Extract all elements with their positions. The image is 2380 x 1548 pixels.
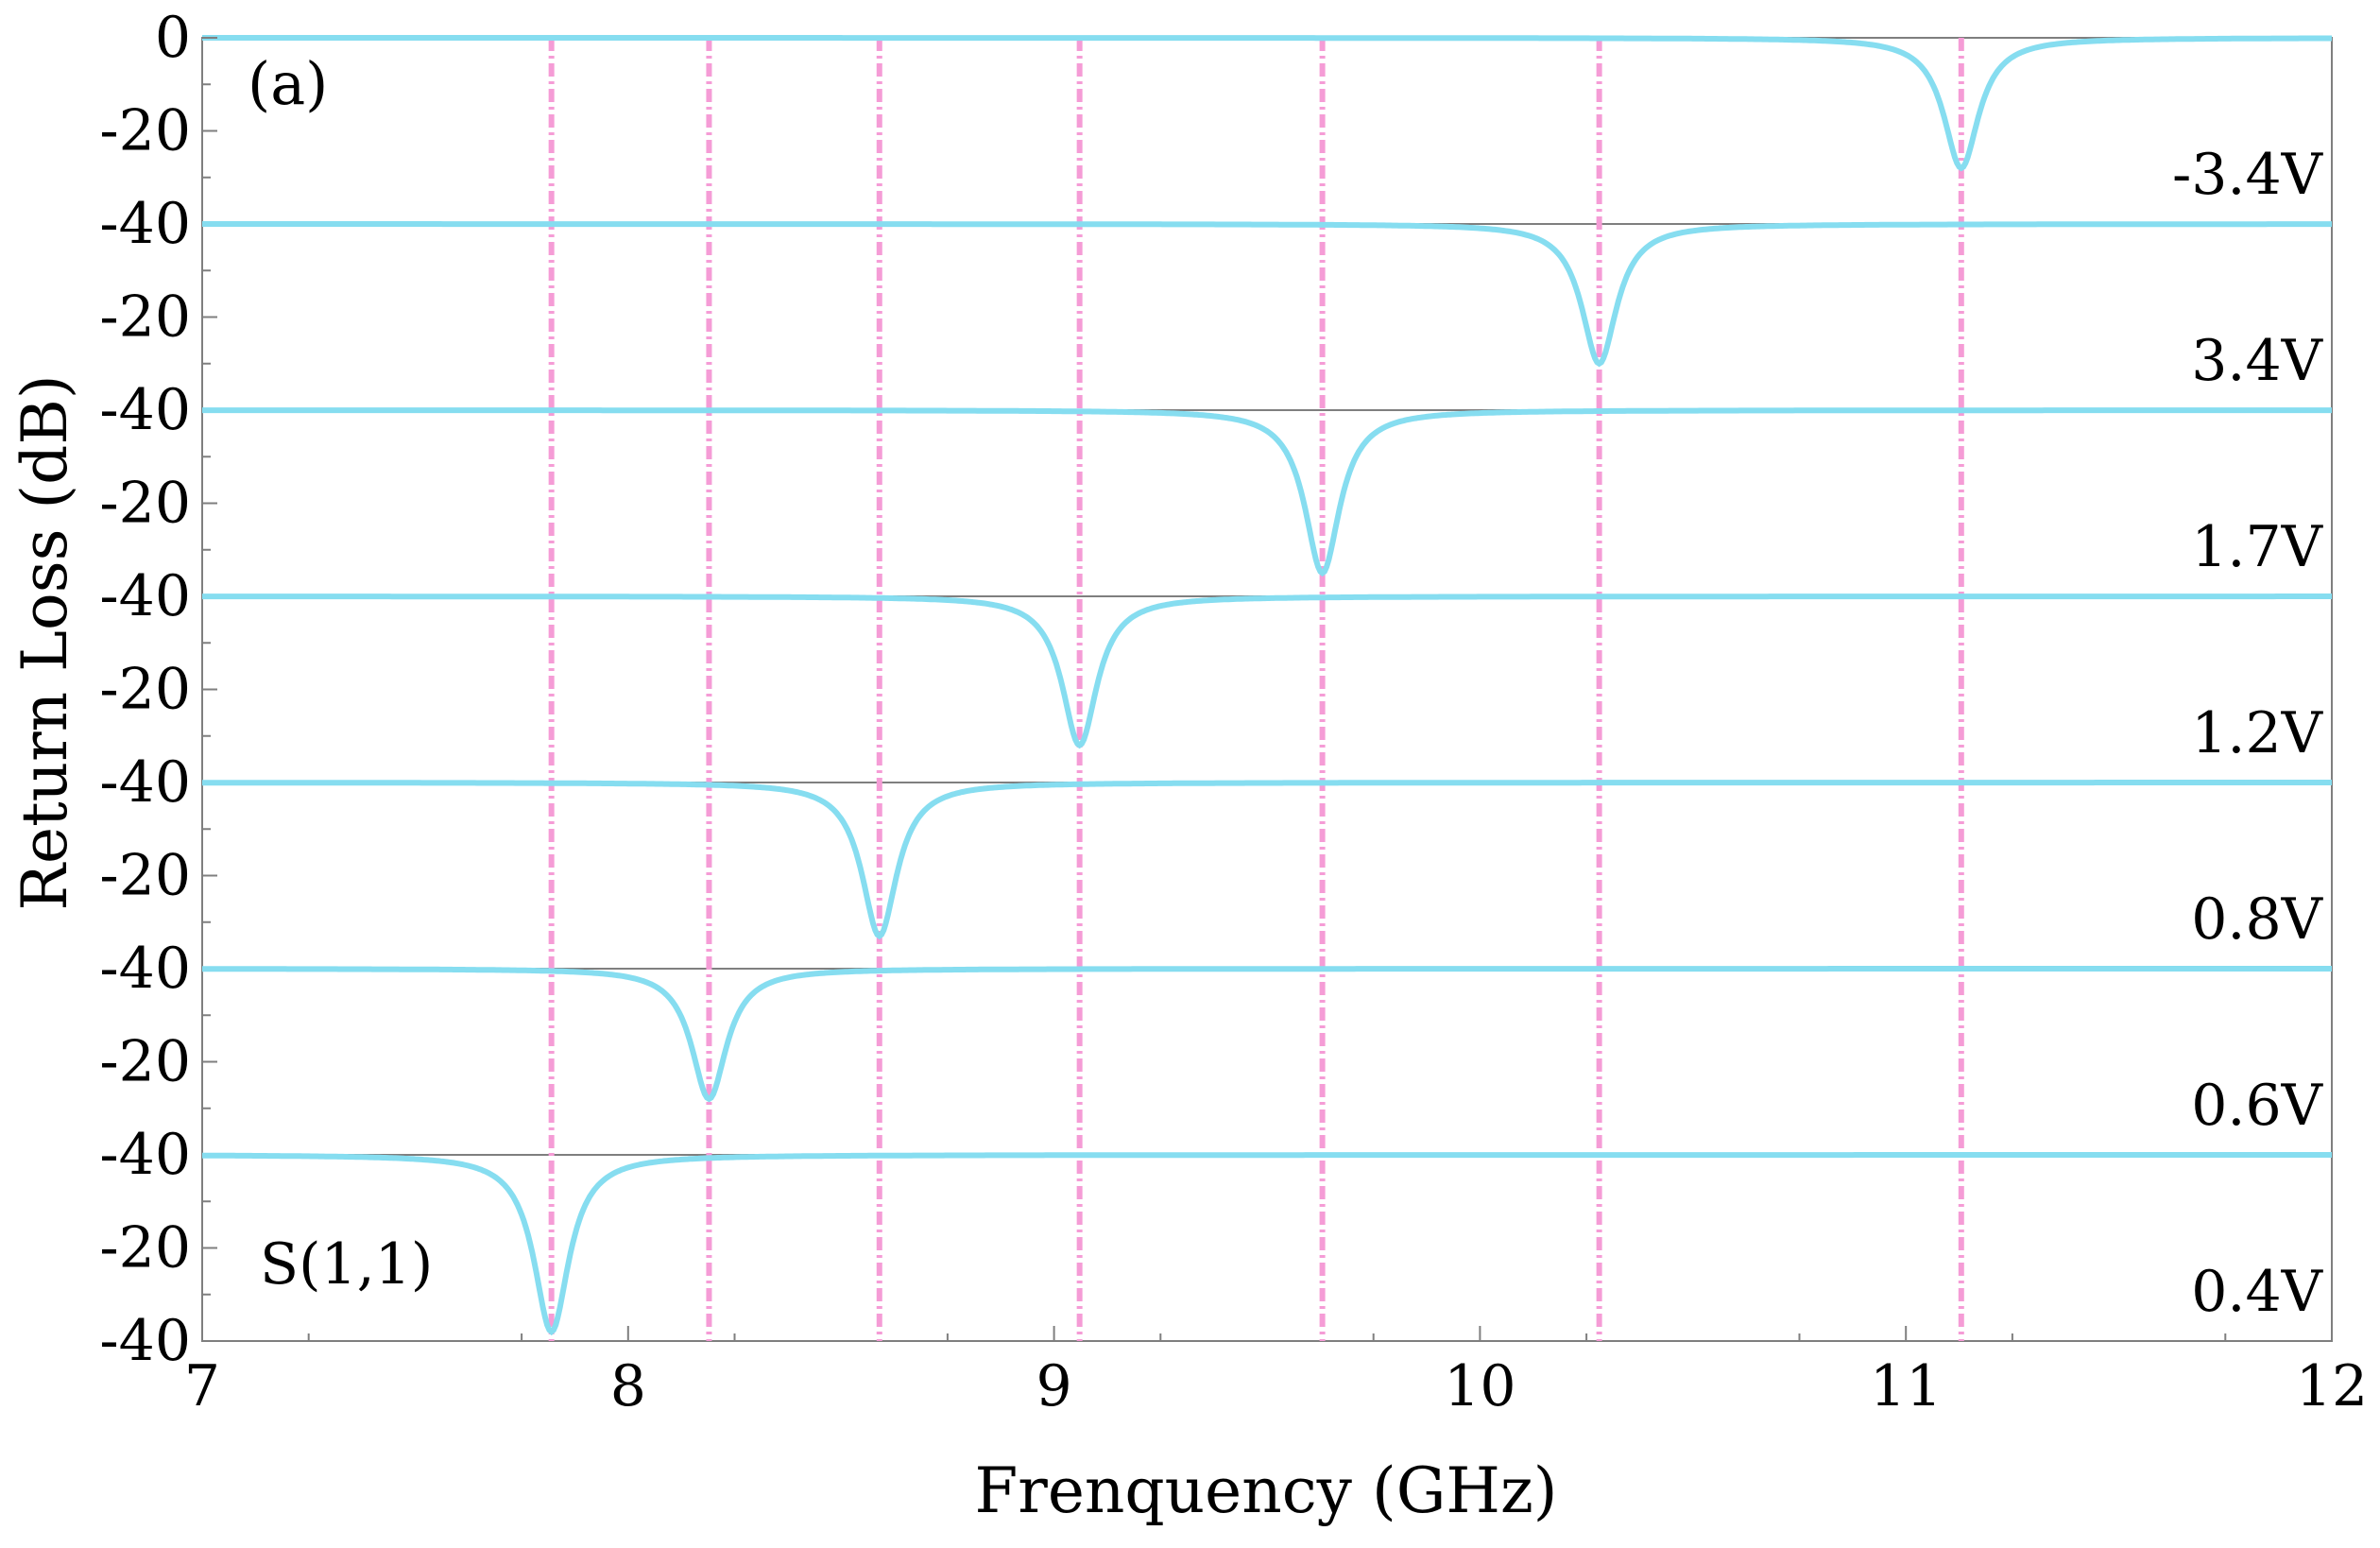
y-tick-label: -20 [99,471,191,537]
series-curve [202,1152,2332,1336]
series-label: 0.8V [2191,886,2323,953]
y-tick-label: -40 [99,1122,191,1188]
x-axis-ticks: 7 8 9 10 11 12 [184,1326,2368,1419]
y-tick-label: -40 [99,563,191,629]
series-curve [202,780,2332,940]
series-curves [202,35,2332,1336]
y-tick-label: -20 [99,1029,191,1095]
plot-frame [201,37,2333,1342]
y-tick-label: -40 [99,377,191,443]
series-label: -3.4V [2172,142,2324,208]
x-tick-label: 8 [610,1353,646,1419]
reference-lines [548,38,1964,1341]
y-tick-label: -20 [99,1215,191,1281]
y-tick-label: -20 [99,98,191,164]
series-labels: -3.4V 3.4V 1.7V 1.2V 0.8V 0.6V 0.4V [2172,142,2324,1325]
s11-annotation: S(1,1) [260,1231,433,1298]
series-label: 1.2V [2191,700,2323,766]
x-tick-label: 7 [184,1353,220,1419]
series-curve [202,593,2332,749]
x-tick-label: 12 [2296,1353,2368,1419]
y-tick-label: -20 [99,843,191,909]
x-tick-label: 10 [1444,1353,1515,1419]
series-label: 3.4V [2191,328,2323,394]
panel-frames [201,37,2333,1342]
series-curve [202,221,2332,368]
x-tick-label: 9 [1036,1353,1072,1419]
y-tick-label: -40 [99,1308,191,1374]
series-label: 0.4V [2191,1259,2323,1325]
series-label: 0.6V [2191,1073,2323,1139]
panel-label: (a) [248,49,328,118]
y-tick-label: -40 [99,749,191,816]
y-tick-label: 0 [155,5,191,71]
series-curve [202,407,2332,577]
series-label: 1.7V [2191,514,2323,580]
series-curve [202,35,2332,172]
y-tick-label: -40 [99,191,191,257]
x-axis-title: Frenquency (GHz) [974,1454,1557,1527]
y-axis-ticks: 0 -20 -40 -20 -40 -20 -40 -20 -40 -20 -40 -20 -40 -20… [99,5,217,1374]
x-tick-label: 11 [1870,1353,1942,1419]
y-tick-label: -20 [99,657,191,723]
y-axis-title: Return Loss (dB) [9,374,81,910]
series-curve [202,966,2332,1103]
y-tick-label: -40 [99,936,191,1002]
y-tick-label: -20 [99,284,191,351]
